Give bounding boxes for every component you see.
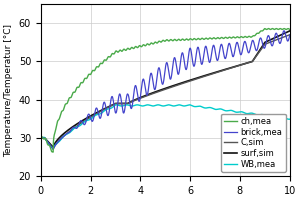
- WB,mea: [281, 116, 284, 119]
- brick,mea: [281, 33, 284, 36]
- WB,mea: [160, 105, 164, 107]
- C,sim: [154, 92, 157, 94]
- brick,mea: [52, 147, 56, 149]
- brick,mea: [39, 137, 43, 139]
- WB,mea: [281, 116, 284, 119]
- C,sim: [160, 89, 164, 92]
- Line: WB,mea: WB,mea: [41, 105, 290, 149]
- ch,mea: [288, 28, 292, 31]
- brick,mea: [235, 41, 239, 44]
- ch,mea: [281, 28, 284, 31]
- WB,mea: [52, 148, 55, 150]
- C,sim: [39, 137, 43, 139]
- brick,mea: [160, 82, 164, 84]
- surf,sim: [281, 33, 284, 35]
- surf,sim: [52, 145, 56, 147]
- ch,mea: [154, 41, 157, 43]
- surf,sim: [235, 65, 239, 67]
- WB,mea: [52, 146, 56, 149]
- ch,mea: [39, 137, 43, 139]
- WB,mea: [39, 137, 43, 139]
- Line: C,sim: C,sim: [41, 35, 290, 149]
- C,sim: [52, 148, 55, 150]
- surf,sim: [288, 30, 292, 32]
- ch,mea: [267, 27, 270, 30]
- brick,mea: [288, 34, 292, 36]
- ch,mea: [160, 40, 164, 42]
- surf,sim: [52, 146, 55, 149]
- WB,mea: [154, 104, 157, 107]
- surf,sim: [154, 91, 157, 93]
- brick,mea: [282, 30, 286, 32]
- C,sim: [235, 65, 239, 67]
- brick,mea: [281, 33, 284, 35]
- ch,mea: [52, 138, 56, 140]
- ch,mea: [235, 36, 239, 38]
- ch,mea: [51, 151, 55, 153]
- C,sim: [52, 147, 56, 149]
- C,sim: [281, 36, 284, 39]
- C,sim: [288, 34, 292, 36]
- brick,mea: [154, 87, 157, 90]
- C,sim: [281, 36, 284, 39]
- surf,sim: [39, 137, 43, 139]
- Legend: ch,mea, brick,mea, C,sim, surf,sim, WB,mea: ch,mea, brick,mea, C,sim, surf,sim, WB,m…: [221, 114, 286, 172]
- Line: brick,mea: brick,mea: [41, 31, 290, 149]
- surf,sim: [160, 88, 164, 91]
- WB,mea: [288, 118, 292, 120]
- brick,mea: [52, 148, 55, 150]
- Line: ch,mea: ch,mea: [41, 29, 290, 152]
- WB,mea: [235, 111, 239, 113]
- Line: surf,sim: surf,sim: [41, 31, 290, 147]
- WB,mea: [156, 104, 160, 106]
- surf,sim: [281, 33, 284, 35]
- ch,mea: [281, 28, 284, 31]
- Y-axis label: Temperature/Temperatur [°C]: Temperature/Temperatur [°C]: [4, 24, 13, 157]
